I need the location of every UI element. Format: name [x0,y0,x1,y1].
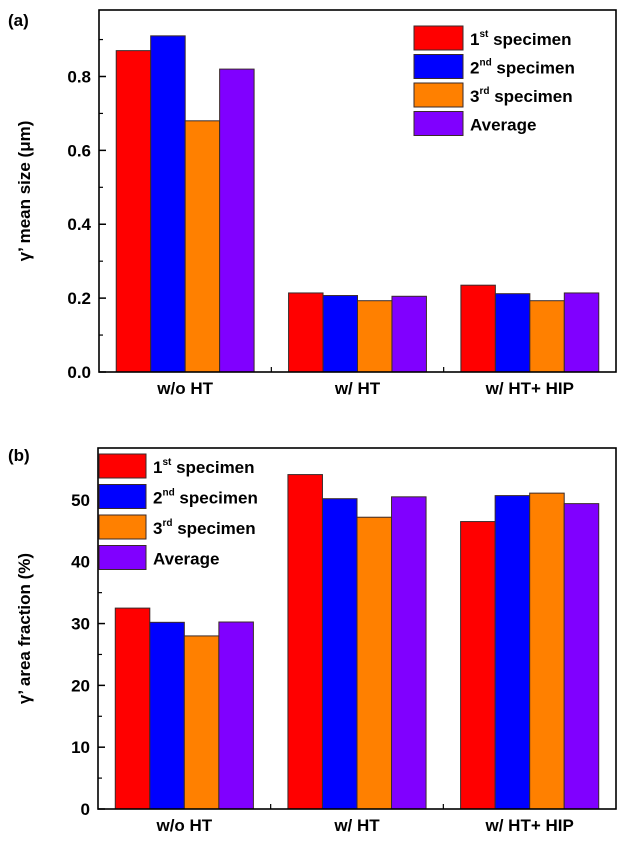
y-tick-label: 0.8 [67,67,91,86]
bar-average-2 [563,503,600,810]
bar-average-2 [563,292,600,373]
y-tick-label: 50 [71,491,90,510]
legend-swatch [98,545,147,570]
bar-3rd-specimen-0 [183,635,220,810]
y-tick-label: 0.6 [67,141,91,160]
bar-3rd-specimen-0 [184,120,221,373]
y-tick-label: 0 [81,800,90,819]
bar-average-0 [219,68,255,373]
bar-2nd-specimen-1 [322,295,358,373]
chart-a: (a) 0.0 0.2 0.4 0.6 0.8 w/o HT w/ HT w/ HT+ HIP γ… [8,9,617,398]
panel-label: (a) [8,11,29,30]
legend-swatch [413,54,464,79]
y-axis-title: γ’ mean size (μm) [15,121,34,262]
bar-3rd-specimen-1 [357,300,393,373]
bar-3rd-specimen-2 [529,300,565,373]
plot-frame [98,9,617,373]
legend-label: 3rd specimen [153,518,256,538]
bar-2nd-specimen-0 [149,621,185,810]
y-tick-label: 0.0 [67,363,91,382]
bar-average-1 [391,496,427,810]
legend: 1st specimen 2nd specimen 3rd specimen Aver… [413,25,575,136]
x-tick-label: w/ HT+ HIP [485,816,574,835]
chart-b: (b) 0 10 20 30 40 50 w/o HT w/ HT w/ HT+ HIP γ’ ar… [8,446,617,835]
x-tick-label: w/ HT [333,816,380,835]
legend-swatch [413,25,464,51]
legend: 1st specimen 2nd specimen 3rd specimen Aver… [98,453,258,570]
bar-1st-specimen-2 [460,521,496,810]
legend-swatch [413,82,464,108]
panel-label: (b) [8,446,30,465]
legend-label: Average [470,116,536,135]
x-tick-label: w/ HT [334,379,381,398]
legend-label: Average [153,550,219,569]
legend-label: 2nd specimen [153,488,258,508]
x-tick-label: w/ HT+ HIP [485,379,574,398]
plot-frame [97,447,617,810]
legend-label: 1st specimen [153,457,255,477]
y-tick-label: 0.4 [67,215,91,234]
y-tick-label: 20 [71,676,90,695]
legend-swatch [98,484,147,509]
y-tick-label: 30 [71,615,90,634]
bar-1st-specimen-1 [288,292,324,373]
bar-2nd-specimen-2 [494,293,531,373]
legend-label: 1st specimen [470,29,572,49]
bar-average-1 [391,295,427,373]
y-tick-label: 10 [71,738,90,757]
bar-1st-specimen-0 [115,50,152,373]
legend-label: 2nd specimen [470,58,575,78]
bar-3rd-specimen-1 [356,516,393,810]
y-tick-label: 40 [71,553,90,572]
x-tick-label: w/o HT [155,816,212,835]
legend-swatch [98,453,147,479]
x-tick-label: w/o HT [156,379,213,398]
legend-label: 3rd specimen [470,86,573,106]
bar-1st-specimen-1 [287,474,323,810]
bar-3rd-specimen-2 [529,492,565,810]
legend-swatch [98,514,147,540]
y-axis-title: γ’ area fraction (%) [15,553,34,704]
bar-2nd-specimen-1 [321,498,358,810]
bar-average-0 [218,621,254,810]
bar-2nd-specimen-0 [150,35,186,373]
bar-1st-specimen-0 [114,607,151,810]
y-tick-label: 0.2 [67,289,91,308]
bar-1st-specimen-2 [460,284,496,373]
bar-2nd-specimen-2 [494,495,531,810]
legend-swatch [413,111,464,136]
